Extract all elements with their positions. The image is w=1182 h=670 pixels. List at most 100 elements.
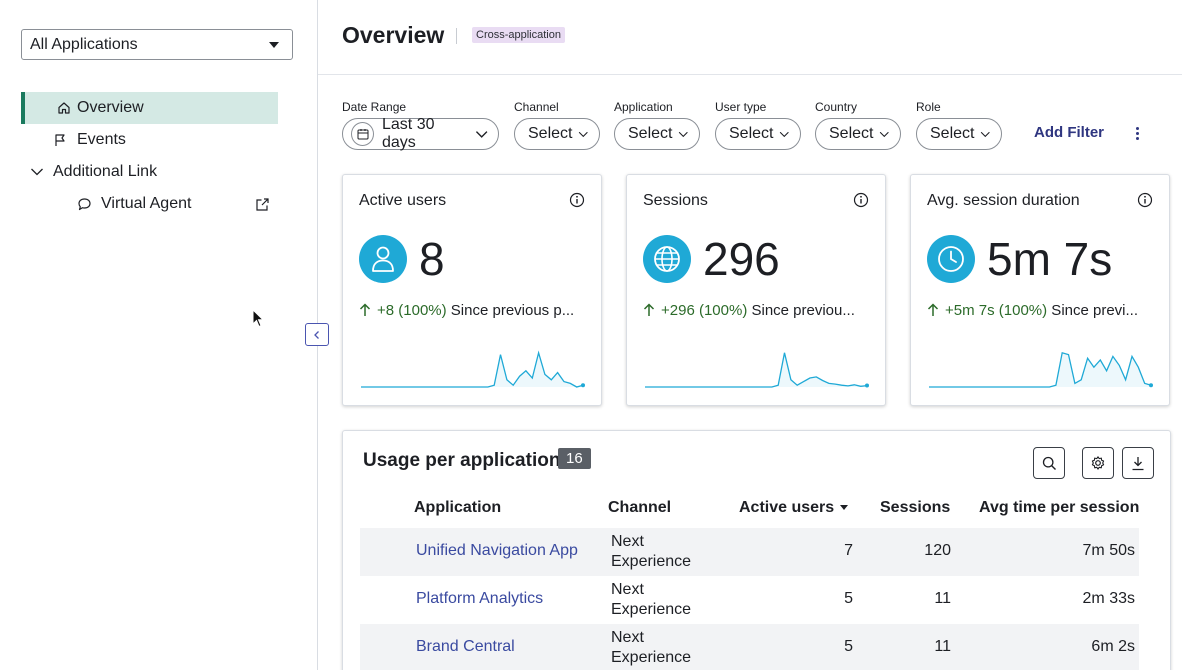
sidebar-item-overview[interactable]: Overview — [21, 92, 278, 124]
user-type-dropdown[interactable]: Select — [715, 118, 801, 150]
chevron-down-icon — [880, 131, 890, 137]
metric-delta: +296 (100%) Since previou... — [643, 302, 871, 321]
application-dropdown[interactable]: Select — [614, 118, 700, 150]
sparkline-line — [929, 351, 1152, 388]
sparkline-end-point — [581, 383, 585, 388]
gear-icon — [1091, 456, 1105, 470]
sidebar-item-virtual-agent[interactable]: Virtual Agent — [21, 188, 278, 220]
metric-card-avg-session-duration: Avg. session duration 5m 7s +5m 7s (100%… — [910, 174, 1170, 406]
info-icon[interactable] — [1137, 192, 1153, 208]
application-link[interactable]: Unified Navigation App — [416, 542, 578, 559]
channel-cell: Next Experience — [611, 581, 692, 618]
chevron-down-icon — [29, 164, 45, 180]
avg-time-cell: 7m 50s — [1082, 542, 1135, 559]
sparkline-area — [361, 352, 583, 387]
sidebar-item-label: Events — [77, 131, 126, 148]
channel-cell: Next Experience — [611, 629, 692, 666]
metric-delta-suffix: Since previ... — [1047, 302, 1139, 319]
flag-icon — [52, 132, 68, 148]
sparkline-end-point — [865, 383, 869, 388]
download-button[interactable] — [1122, 447, 1154, 479]
sessions-cell: 120 — [924, 542, 951, 559]
column-header-application[interactable]: Application — [414, 499, 502, 516]
avg-time-cell: 2m 33s — [1082, 590, 1135, 607]
country-value: Select — [829, 125, 874, 142]
sidebar: All Applications Overview Events Additio… — [0, 0, 318, 670]
filter-application: Application Select — [614, 100, 700, 150]
settings-button[interactable] — [1082, 447, 1114, 479]
active-users-cell: 7 — [844, 542, 853, 559]
user-icon — [359, 235, 407, 283]
filter-country: Country Select — [815, 100, 901, 150]
mouse-cursor-icon — [252, 308, 265, 333]
metric-title: Sessions — [643, 192, 708, 209]
title-divider — [456, 28, 457, 44]
home-icon — [56, 100, 72, 116]
sessions-cell: 11 — [934, 590, 951, 607]
sidebar-item-label: Virtual Agent — [101, 195, 192, 212]
metric-value: 296 — [703, 233, 780, 285]
sparkline-area — [645, 352, 867, 387]
role-value: Select — [930, 125, 975, 142]
sparkline — [361, 350, 585, 388]
metric-delta: +5m 7s (100%) Since previ... — [927, 302, 1155, 321]
metric-value: 5m 7s — [987, 233, 1113, 285]
channel-cell: Next Experience — [611, 533, 692, 570]
sidebar-item-additional-link[interactable]: Additional Link — [21, 156, 278, 188]
filter-label: Channel — [514, 100, 559, 114]
chevron-down-icon — [981, 131, 991, 137]
table-title: Usage per application — [363, 450, 561, 471]
collapse-sidebar-button[interactable] — [305, 323, 329, 346]
chevron-left-icon — [314, 330, 319, 339]
info-icon[interactable] — [853, 192, 869, 208]
country-dropdown[interactable]: Select — [815, 118, 901, 150]
channel-dropdown[interactable]: Select — [514, 118, 600, 150]
sort-descending-icon — [840, 505, 849, 511]
scope-badge: Cross-application — [472, 27, 565, 43]
usage-per-application-card: Usage per application 16 Application Cha… — [342, 430, 1171, 670]
column-header-sessions[interactable]: Sessions — [880, 499, 951, 516]
role-dropdown[interactable]: Select — [916, 118, 1002, 150]
column-header-active-users[interactable]: Active users — [739, 499, 849, 517]
metric-delta-suffix: Since previous p... — [446, 302, 575, 319]
sidebar-item-label: Additional Link — [53, 163, 158, 180]
metric-delta-value: +8 (100%) — [377, 302, 447, 319]
channel-value: Select — [528, 125, 573, 142]
add-filter-button[interactable]: Add Filter — [1034, 124, 1104, 141]
table-row: Unified Navigation App Next Experience 7… — [360, 528, 1139, 576]
application-selector[interactable]: All Applications — [21, 29, 293, 60]
metric-title: Active users — [359, 192, 447, 209]
filter-date-range: Date Range Last 30 days — [342, 100, 499, 151]
table-row: Brand Central Next Experience 5 11 6m 2s — [360, 624, 1139, 670]
date-range-dropdown[interactable]: Last 30 days — [342, 116, 499, 151]
metric-card-active-users: Active users 8 +8 (100%) Since previous … — [342, 174, 602, 406]
avg-time-cell: 6m 2s — [1091, 638, 1135, 655]
filter-label: Application — [614, 100, 673, 114]
external-link-icon[interactable] — [254, 196, 270, 212]
metric-delta-value: +296 (100%) — [661, 302, 748, 319]
sparkline-area — [929, 352, 1151, 387]
metric-delta-value: +5m 7s (100%) — [945, 302, 1048, 319]
sessions-cell: 11 — [934, 638, 951, 655]
chevron-down-icon — [679, 131, 689, 137]
application-link[interactable]: Platform Analytics — [416, 590, 544, 607]
info-icon[interactable] — [569, 192, 585, 208]
sidebar-nav: Overview Events Additional Link Virtual … — [21, 92, 278, 220]
globe-icon — [643, 235, 691, 283]
search-icon — [1042, 456, 1056, 470]
sparkline-end-point — [1149, 383, 1153, 388]
column-header-avg-time[interactable]: Avg time per session — [979, 499, 1140, 516]
filter-label: User type — [715, 100, 767, 114]
column-header-channel[interactable]: Channel — [608, 499, 672, 516]
more-options-icon[interactable] — [1131, 124, 1143, 142]
metric-delta: +8 (100%) Since previous p... — [359, 302, 587, 321]
download-icon — [1132, 456, 1144, 470]
application-link[interactable]: Brand Central — [416, 638, 515, 655]
page-header: Overview Cross-application — [318, 0, 1182, 75]
filter-label: Country — [815, 100, 858, 114]
active-users-cell: 5 — [844, 590, 853, 607]
chevron-down-icon — [579, 131, 589, 137]
search-button[interactable] — [1033, 447, 1065, 479]
sidebar-item-events[interactable]: Events — [21, 124, 278, 156]
sparkline-line — [645, 352, 868, 388]
